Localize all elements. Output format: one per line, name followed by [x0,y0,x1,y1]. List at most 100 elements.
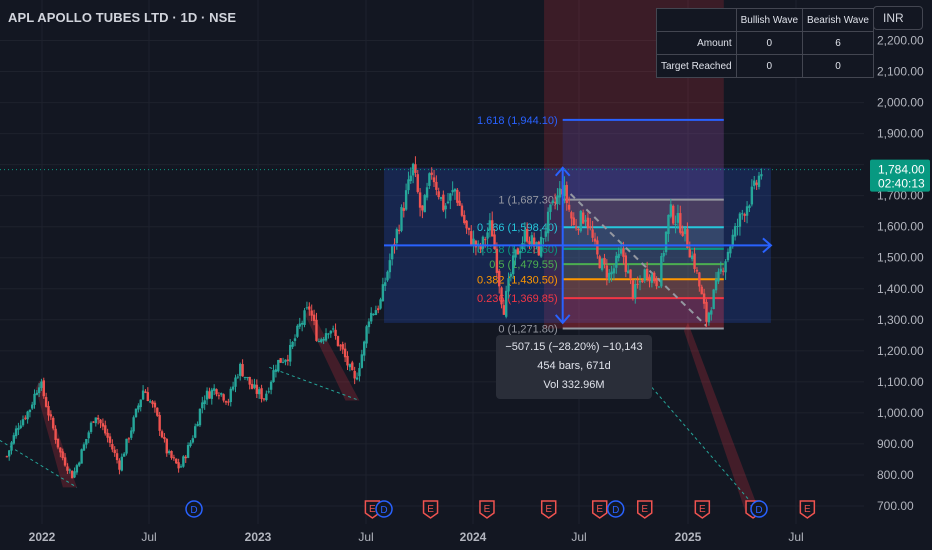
dividend-marker-label: D [190,505,197,516]
candle-body [622,248,625,257]
candle-body [488,220,492,231]
candle-body [511,255,515,275]
candle-body [257,389,261,395]
candle-body [641,280,644,283]
candle-body [339,345,342,347]
candle-body [331,328,335,330]
candle-body [660,256,663,287]
candle-body [308,306,311,310]
candle-body [603,257,606,265]
measure-bars: 454 bars, 671d [537,360,611,372]
fib-band [562,298,724,329]
candle-body [400,207,403,231]
y-tick-label: 1,000.00 [877,406,924,420]
candle-body [125,438,128,454]
candle-body [31,404,34,409]
candle-body [78,462,81,466]
candle-body [757,175,761,187]
candle-body [310,310,313,316]
candle-body [305,307,309,309]
candle-body [486,232,489,239]
candle-body [52,417,55,429]
candle-body [363,341,366,356]
candle-body [653,272,656,282]
candle-body [298,323,301,327]
x-tick-label: Jul [788,530,803,544]
currency-button[interactable]: INR [873,6,923,30]
candle-body [203,400,206,405]
candle-body [698,272,701,287]
fib-band [562,279,724,299]
candle-body [465,220,468,229]
candle-body [542,238,545,240]
candle-body [549,204,552,212]
candle-body [605,265,609,278]
candle-body [572,217,575,226]
candle-body [439,197,443,199]
candle-body [101,423,105,427]
measure-change: −507.15 (−28.20%) −10,143 [505,341,643,353]
candle-body [63,457,67,466]
candle-body [472,238,475,246]
candle-body [705,301,708,322]
candle-body [579,210,582,232]
candle-body [227,401,230,403]
candle-body [500,287,503,305]
candle-body [130,430,133,438]
candle-body [343,348,347,358]
candle-body [5,456,9,458]
candle-body [591,229,594,238]
candle-body [657,286,661,288]
candle-body [99,419,102,424]
candle-body [586,217,590,229]
candle-body [707,312,711,323]
candle-body [581,212,585,224]
candle-body [470,231,473,246]
candle-body [395,229,399,244]
candle-body [210,389,213,399]
candle-body [598,256,601,269]
candle-body [220,393,223,395]
candle-body [243,376,247,378]
candle-body [702,293,706,304]
candle-body [277,359,280,372]
candle-body [437,191,440,198]
candle-body [265,393,268,401]
candle-body [118,460,121,470]
candle-body [733,226,737,237]
candle-body [453,189,457,192]
candle-body [662,252,665,257]
candle-body [19,425,22,429]
wave-projection-line [269,366,360,401]
candle-body [745,206,749,216]
candle-body [596,240,599,255]
candle-body [160,431,164,438]
candle-body [442,194,445,211]
candle-body [82,444,86,451]
candle-body [570,212,573,219]
candle-body [327,333,330,335]
candle-body [386,271,389,281]
candle-body [416,174,419,192]
candle-body [615,255,618,268]
candle-body [367,321,371,328]
candle-body [172,457,176,459]
candle-body [610,271,613,275]
candle-body [37,387,41,394]
candle-body [148,401,152,403]
candle-body [619,248,623,254]
candle-body [144,391,147,393]
candle-body [175,458,178,464]
earnings-marker [540,500,557,519]
candle-body [250,383,254,389]
candle-body [262,398,266,400]
candle-body [556,195,559,205]
candle-body [260,388,263,399]
earnings-marker [591,500,608,519]
candle-body [390,245,394,260]
y-tick-label: 1,600.00 [877,220,924,234]
candle-body [360,354,364,368]
candle-body [458,200,461,206]
candle-body [358,368,361,377]
